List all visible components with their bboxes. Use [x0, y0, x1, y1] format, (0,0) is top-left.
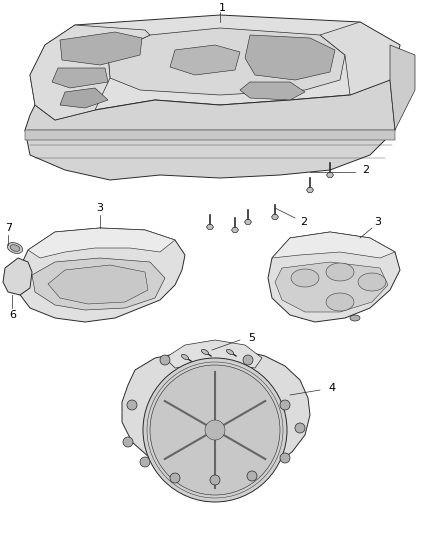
Text: 1: 1 — [219, 3, 226, 13]
Ellipse shape — [10, 245, 20, 251]
Circle shape — [127, 400, 137, 410]
Polygon shape — [272, 232, 395, 258]
Circle shape — [140, 457, 150, 467]
Polygon shape — [25, 130, 395, 140]
Text: 2: 2 — [300, 217, 307, 227]
Polygon shape — [165, 340, 262, 368]
Text: 3: 3 — [374, 217, 381, 227]
Circle shape — [280, 400, 290, 410]
Circle shape — [170, 473, 180, 483]
Polygon shape — [48, 265, 148, 304]
Circle shape — [143, 358, 287, 502]
Polygon shape — [28, 228, 175, 258]
Circle shape — [295, 423, 305, 433]
Circle shape — [160, 355, 170, 365]
Polygon shape — [122, 348, 310, 476]
Ellipse shape — [181, 354, 189, 360]
Polygon shape — [268, 232, 400, 322]
Ellipse shape — [326, 293, 354, 311]
Polygon shape — [52, 68, 108, 88]
Polygon shape — [60, 32, 142, 65]
Polygon shape — [108, 28, 345, 95]
Polygon shape — [326, 173, 333, 177]
Text: 6: 6 — [10, 310, 17, 320]
Polygon shape — [30, 15, 400, 120]
Polygon shape — [390, 45, 415, 130]
Circle shape — [150, 365, 280, 495]
Polygon shape — [245, 35, 335, 80]
Polygon shape — [240, 82, 305, 100]
Ellipse shape — [226, 349, 233, 354]
Polygon shape — [307, 188, 314, 192]
Polygon shape — [30, 25, 150, 120]
Polygon shape — [244, 220, 251, 224]
Circle shape — [243, 355, 253, 365]
Ellipse shape — [350, 315, 360, 321]
Ellipse shape — [291, 269, 319, 287]
Text: 2: 2 — [362, 165, 369, 175]
Polygon shape — [18, 228, 185, 322]
Polygon shape — [206, 224, 213, 229]
Polygon shape — [232, 228, 239, 232]
Ellipse shape — [7, 243, 23, 253]
Circle shape — [123, 437, 133, 447]
Polygon shape — [3, 258, 32, 295]
Text: 4: 4 — [328, 383, 335, 393]
Polygon shape — [320, 22, 400, 95]
Text: 5: 5 — [248, 333, 255, 343]
Polygon shape — [32, 258, 165, 310]
Polygon shape — [272, 215, 279, 220]
Ellipse shape — [326, 263, 354, 281]
Text: 3: 3 — [96, 203, 103, 213]
Polygon shape — [60, 88, 108, 108]
Circle shape — [205, 420, 225, 440]
Polygon shape — [275, 262, 388, 312]
Circle shape — [247, 471, 257, 481]
Circle shape — [210, 475, 220, 485]
Text: 7: 7 — [5, 223, 13, 233]
Ellipse shape — [358, 273, 386, 291]
Polygon shape — [25, 80, 395, 180]
Circle shape — [280, 453, 290, 463]
Ellipse shape — [201, 349, 208, 354]
Polygon shape — [170, 45, 240, 75]
